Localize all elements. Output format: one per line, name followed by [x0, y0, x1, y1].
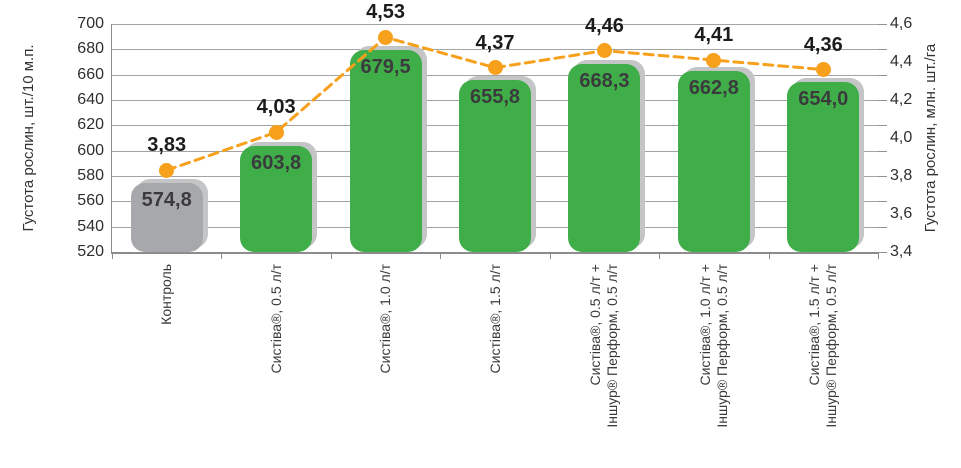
- point-value-label: 4,46: [584, 14, 624, 37]
- category-label: Систіва®, 0.5 л/т + Іншур® Перформ, 0.5 л…: [587, 264, 621, 460]
- right-axis-tick-label: 3,8: [890, 167, 913, 184]
- category-label: Систіва®, 1.0 л/т: [377, 264, 394, 460]
- line-point: [268, 124, 284, 140]
- right-axis-tick-label: 3,6: [890, 205, 913, 222]
- right-axis-tick: [878, 252, 887, 253]
- left-axis-tick-label: 640: [77, 91, 104, 108]
- left-axis-line: [111, 24, 112, 252]
- left-axis-tick-label: 540: [77, 217, 104, 235]
- category-label-line: Систіва®, 0.5 л/т +: [587, 264, 604, 386]
- bottom-axis-line: [111, 252, 879, 254]
- right-axis-tick: [878, 100, 887, 101]
- point-value-label: 4,53: [366, 1, 406, 24]
- bar-value-label: 668,3: [579, 70, 630, 93]
- point-value-label: 3,83: [147, 134, 187, 157]
- bar: [787, 82, 860, 252]
- left-axis-tick-label: 620: [77, 116, 104, 134]
- bar-control: [130, 182, 203, 252]
- bar-value-label: 679,5: [360, 55, 411, 78]
- bar-value-label: 574,8: [141, 188, 192, 211]
- bar-value-label: 655,8: [469, 85, 521, 108]
- right-axis-tick-label: 4,2: [890, 91, 913, 108]
- point-value-label: 4,03: [256, 96, 296, 119]
- category-label-line: Контроль: [158, 264, 175, 325]
- line-point: [706, 52, 722, 68]
- left-axis-tick-label: 580: [77, 167, 104, 184]
- right-axis-tick-label: 4,0: [890, 129, 913, 146]
- category-label: Систіва®, 1.5 л/т + Іншур® Перформ, 0.5 л…: [806, 264, 840, 460]
- bottom-axis-tick: [221, 252, 223, 259]
- right-axis-tick: [878, 150, 887, 152]
- bar: [459, 79, 531, 252]
- grid-line: [112, 24, 878, 25]
- grid-line: [112, 74, 878, 76]
- right-axis-tick: [878, 125, 887, 127]
- category-label: Систіва®, 1.0 л/т + Іншур® Перформ, 0.5 л…: [697, 264, 731, 460]
- right-axis-tick: [878, 226, 887, 228]
- right-axis-tick: [878, 49, 887, 51]
- bottom-axis-tick: [549, 252, 551, 259]
- right-axis-tick: [878, 176, 887, 177]
- left-axis-tick-label: 560: [77, 192, 104, 210]
- line-point: [596, 43, 612, 59]
- line-point: [487, 60, 503, 76]
- category-label: Систіва®, 1.5 л/т: [487, 264, 504, 460]
- left-axis-tick-label: 660: [77, 65, 104, 83]
- category-label-line: Систіва®, 0.5 л/т: [267, 264, 284, 374]
- point-value-label: 4,37: [475, 31, 515, 54]
- right-axis-tick: [878, 201, 887, 203]
- line-point: [378, 29, 394, 45]
- right-axis-tick-label: 4,6: [890, 15, 913, 32]
- category-label: Систіва®, 0.5 л/т: [268, 264, 285, 460]
- left-axis-tick-label: 600: [77, 141, 104, 159]
- right-axis-tick: [878, 74, 887, 76]
- left-axis-title: Густота рослин, шт./10 м.п.: [20, 44, 37, 232]
- bottom-axis-tick: [112, 252, 113, 259]
- category-label-line: Систіва®, 1.0 л/т +: [696, 264, 713, 386]
- right-axis-tick: [878, 24, 887, 25]
- bar-value-label: 603,8: [251, 151, 302, 174]
- bottom-axis-tick: [659, 252, 661, 259]
- category-label: Контроль: [158, 264, 175, 460]
- right-axis-tick-label: 3,4: [890, 243, 913, 260]
- bar: [568, 64, 641, 252]
- left-axis-tick-label: 680: [77, 40, 104, 58]
- plot-area: 574,8 603,8 679,5 655,8 668,3 662,8 654,0 3,83 4…: [111, 1, 887, 259]
- left-axis-tick-label: 700: [77, 15, 104, 32]
- category-label-line: Іншур® Перформ, 0.5 л/т: [823, 264, 840, 428]
- trend-line-svg: [165, 35, 825, 172]
- bottom-axis-tick: [330, 252, 332, 259]
- line-point: [815, 62, 831, 78]
- bottom-axis-tick: [440, 252, 442, 259]
- line-point: [159, 162, 175, 178]
- category-label-line: Систіва®, 1.5 л/т +: [806, 264, 823, 386]
- left-axis-tick-label: 520: [77, 243, 104, 260]
- category-label-line: Іншур® Перформ, 0.5 л/т: [713, 264, 730, 428]
- category-label-line: Іншур® Перформ, 0.5 л/т: [604, 264, 621, 428]
- category-label-line: Систіва®, 1.5 л/т: [486, 264, 503, 374]
- bar: [240, 145, 313, 252]
- bar: [677, 71, 750, 252]
- bar: [349, 49, 422, 252]
- bottom-axis-tick: [878, 252, 879, 259]
- bar-value-label: 654,0: [798, 88, 849, 111]
- right-axis-tick-label: 4,4: [890, 53, 913, 70]
- point-value-label: 4,41: [694, 24, 734, 47]
- grid-line: [112, 49, 878, 51]
- bar-value-label: 662,8: [688, 77, 739, 100]
- bottom-axis-tick: [768, 252, 770, 259]
- category-label-line: Систіва®, 1.0 л/т: [377, 264, 394, 374]
- point-value-label: 4,36: [803, 33, 843, 56]
